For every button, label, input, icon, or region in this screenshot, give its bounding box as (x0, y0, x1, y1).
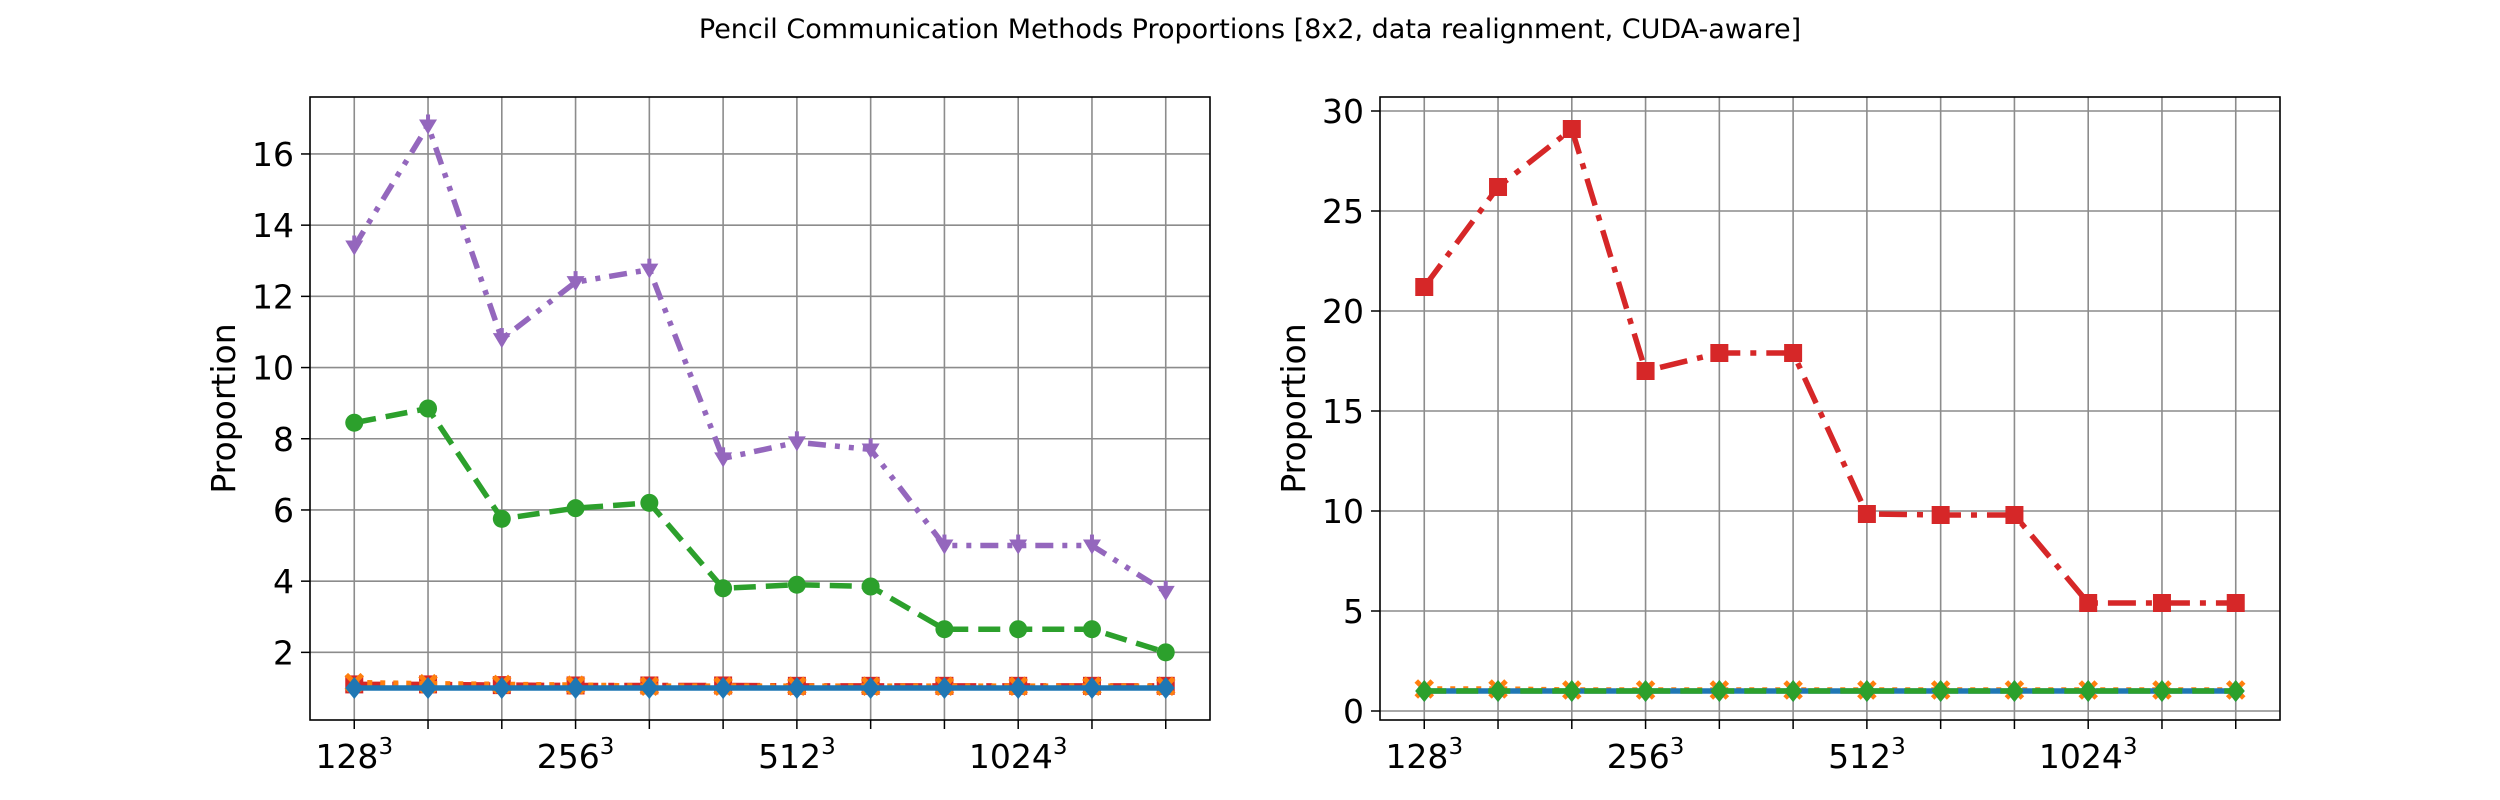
right-panel: 1283 2563 5123 10243 0 5 10 15 20 25 30 Proportion (1274, 92, 2281, 776)
data-point (2152, 594, 2171, 612)
data-point (1710, 680, 1729, 702)
y-tick-label: 12 (252, 277, 294, 316)
series-1 (345, 399, 1175, 662)
data-point (1857, 505, 1876, 523)
series-line (1422, 126, 2236, 606)
x-tick-label: 10243 (2039, 734, 2138, 776)
data-point (2226, 594, 2245, 612)
data-point (1710, 344, 1729, 362)
data-point (1636, 362, 1655, 380)
data-point (345, 413, 364, 432)
data-point (566, 676, 585, 699)
data-point (787, 431, 806, 452)
y-tick-label: 30 (1322, 92, 1364, 131)
series-3 (1415, 680, 2245, 702)
data-point (492, 509, 511, 528)
data-point (1857, 680, 1876, 702)
left-panel: 1283 2563 5123 10243 2 4 6 8 10 12 14 16 Proportion (204, 96, 1211, 776)
data-point (935, 534, 954, 555)
data-point (1931, 506, 1950, 524)
x-tick-label: 5123 (758, 734, 836, 776)
y-tick-label: 25 (1322, 192, 1364, 231)
data-point (640, 676, 659, 699)
data-point (492, 676, 511, 699)
data-point (2226, 680, 2245, 702)
x-tick-label: 5123 (1828, 734, 1906, 776)
data-point (1784, 344, 1803, 362)
x-tick-label: 1283 (1385, 734, 1463, 776)
data-point (345, 676, 364, 699)
data-point (1489, 680, 1508, 702)
y-tick-label: 0 (1343, 692, 1364, 731)
y-tick-label: 10 (252, 349, 294, 388)
data-point (935, 676, 954, 699)
x-tick-label: 10243 (969, 734, 1068, 776)
y-tick-label: 2 (273, 633, 294, 672)
data-point (1415, 680, 1434, 702)
data-point (787, 575, 806, 594)
y-tick-label: 15 (1322, 392, 1364, 431)
data-point (419, 114, 438, 135)
data-point (714, 676, 733, 699)
data-point (861, 438, 880, 459)
data-point (1562, 120, 1581, 138)
data-point (2079, 680, 2098, 702)
axes-frame (1379, 96, 2281, 721)
data-point (1415, 278, 1434, 296)
y-axis-label: Proportion (204, 323, 243, 493)
y-tick-label: 4 (273, 562, 294, 601)
x-tick-label: 1283 (315, 734, 393, 776)
data-point (1009, 676, 1028, 699)
series-0 (345, 114, 1175, 601)
data-point (1009, 534, 1028, 555)
data-point (1931, 680, 1950, 702)
y-tick-label: 8 (273, 420, 294, 459)
data-point (492, 328, 511, 349)
series-4 (345, 676, 1175, 699)
y-axis-label: Proportion (1274, 323, 1313, 493)
data-point (935, 620, 954, 639)
data-point (1489, 178, 1508, 196)
y-tick-label: 14 (252, 206, 294, 245)
data-point (787, 676, 806, 699)
y-tick-label: 16 (252, 135, 294, 174)
data-point (861, 676, 880, 699)
data-point (419, 676, 438, 699)
data-point (1562, 680, 1581, 702)
data-point (640, 258, 659, 279)
data-point (1636, 680, 1655, 702)
y-tick-label: 5 (1343, 592, 1364, 631)
data-point (1082, 534, 1101, 555)
data-point (1156, 643, 1175, 662)
data-point (640, 493, 659, 512)
axes-frame (309, 96, 1211, 721)
series-line (353, 405, 1167, 655)
data-point (1156, 580, 1175, 601)
data-point (566, 271, 585, 292)
data-point (714, 447, 733, 468)
data-point (345, 235, 364, 256)
y-tick-label: 10 (1322, 492, 1364, 531)
figure-title: Pencil Communication Methods Proportions… (698, 14, 1802, 45)
data-point (1784, 680, 1803, 702)
data-point (861, 577, 880, 596)
data-point (2079, 594, 2098, 612)
series-0 (1415, 120, 2245, 612)
y-tick-label: 20 (1322, 292, 1364, 331)
data-point (419, 399, 438, 418)
y-tick-label: 6 (273, 491, 294, 530)
data-point (1082, 620, 1101, 639)
data-point (1082, 676, 1101, 699)
data-point (2005, 680, 2024, 702)
data-point (566, 499, 585, 518)
series-line (351, 122, 1168, 595)
data-point (714, 579, 733, 598)
data-point (2152, 680, 2171, 702)
x-tick-label: 2563 (1607, 734, 1685, 776)
data-point (2005, 506, 2024, 524)
x-tick-label: 2563 (537, 734, 615, 776)
data-point (1009, 620, 1028, 639)
data-point (1156, 676, 1175, 699)
